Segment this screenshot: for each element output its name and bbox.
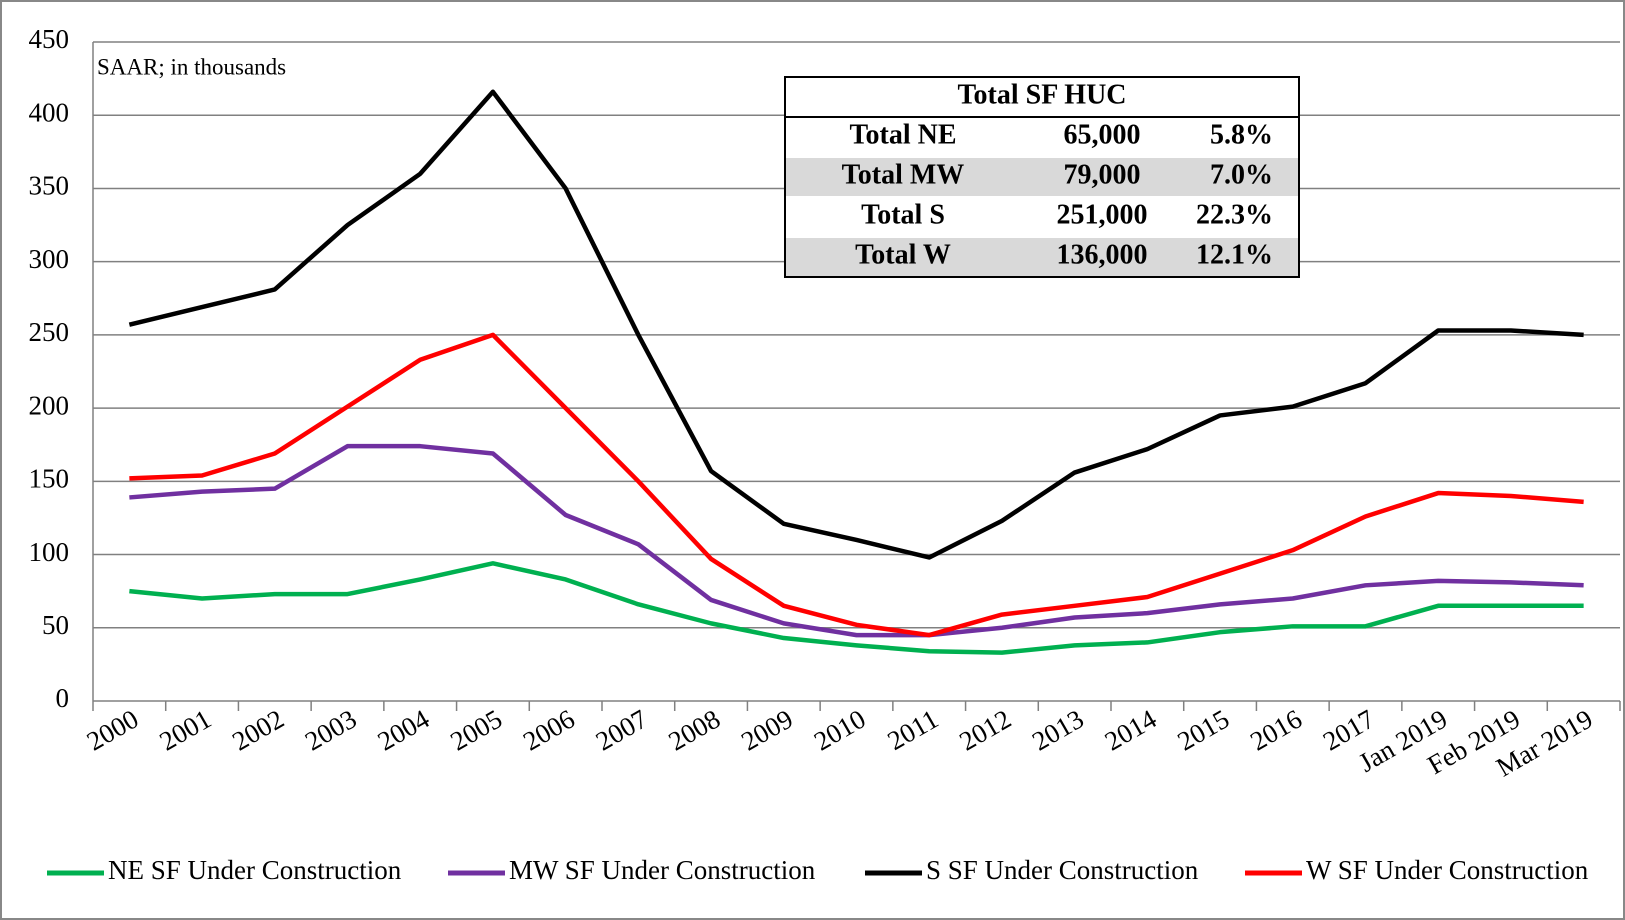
y-tick-label: 450 bbox=[29, 24, 70, 54]
y-tick-label: 0 bbox=[56, 683, 70, 713]
table-row-shade bbox=[786, 238, 1298, 276]
y-tick-label: 300 bbox=[29, 244, 70, 274]
table-cell: 65,000 bbox=[1064, 119, 1141, 150]
y-tick-label: 250 bbox=[29, 317, 70, 347]
series-line bbox=[129, 332, 1584, 638]
annotation: SAAR; in thousands bbox=[97, 54, 286, 79]
legend-label: MW SF Under Construction bbox=[509, 855, 816, 885]
table-cell: Total NE bbox=[849, 119, 956, 150]
series-line bbox=[128, 89, 1584, 560]
table-cell: 7.0% bbox=[1210, 159, 1273, 190]
y-tick-label: 50 bbox=[42, 610, 69, 640]
y-tick-label: 400 bbox=[29, 97, 70, 127]
table-cell: 5.8% bbox=[1210, 119, 1273, 150]
table-cell: Total S bbox=[861, 199, 945, 230]
table-cell: 136,000 bbox=[1057, 239, 1148, 270]
y-tick-label: 150 bbox=[29, 464, 70, 494]
table-cell: 79,000 bbox=[1064, 159, 1141, 190]
table-cell: Total MW bbox=[842, 159, 965, 190]
table-row-shade bbox=[786, 158, 1298, 196]
y-tick-label: 100 bbox=[29, 537, 70, 567]
series-line bbox=[129, 443, 1584, 638]
table-title: Total SF HUC bbox=[957, 79, 1126, 110]
y-tick-label: 350 bbox=[29, 171, 70, 201]
table-cell: 251,000 bbox=[1057, 199, 1148, 230]
y-tick-label: 200 bbox=[29, 390, 70, 420]
table-cell: 22.3% bbox=[1196, 199, 1273, 230]
legend-label: NE SF Under Construction bbox=[108, 855, 402, 885]
legend-label: W SF Under Construction bbox=[1306, 855, 1589, 885]
legend-label: S SF Under Construction bbox=[926, 855, 1199, 885]
table-cell: Total W bbox=[855, 239, 951, 270]
series-line bbox=[129, 561, 1584, 655]
table-cell: 12.1% bbox=[1196, 239, 1273, 270]
